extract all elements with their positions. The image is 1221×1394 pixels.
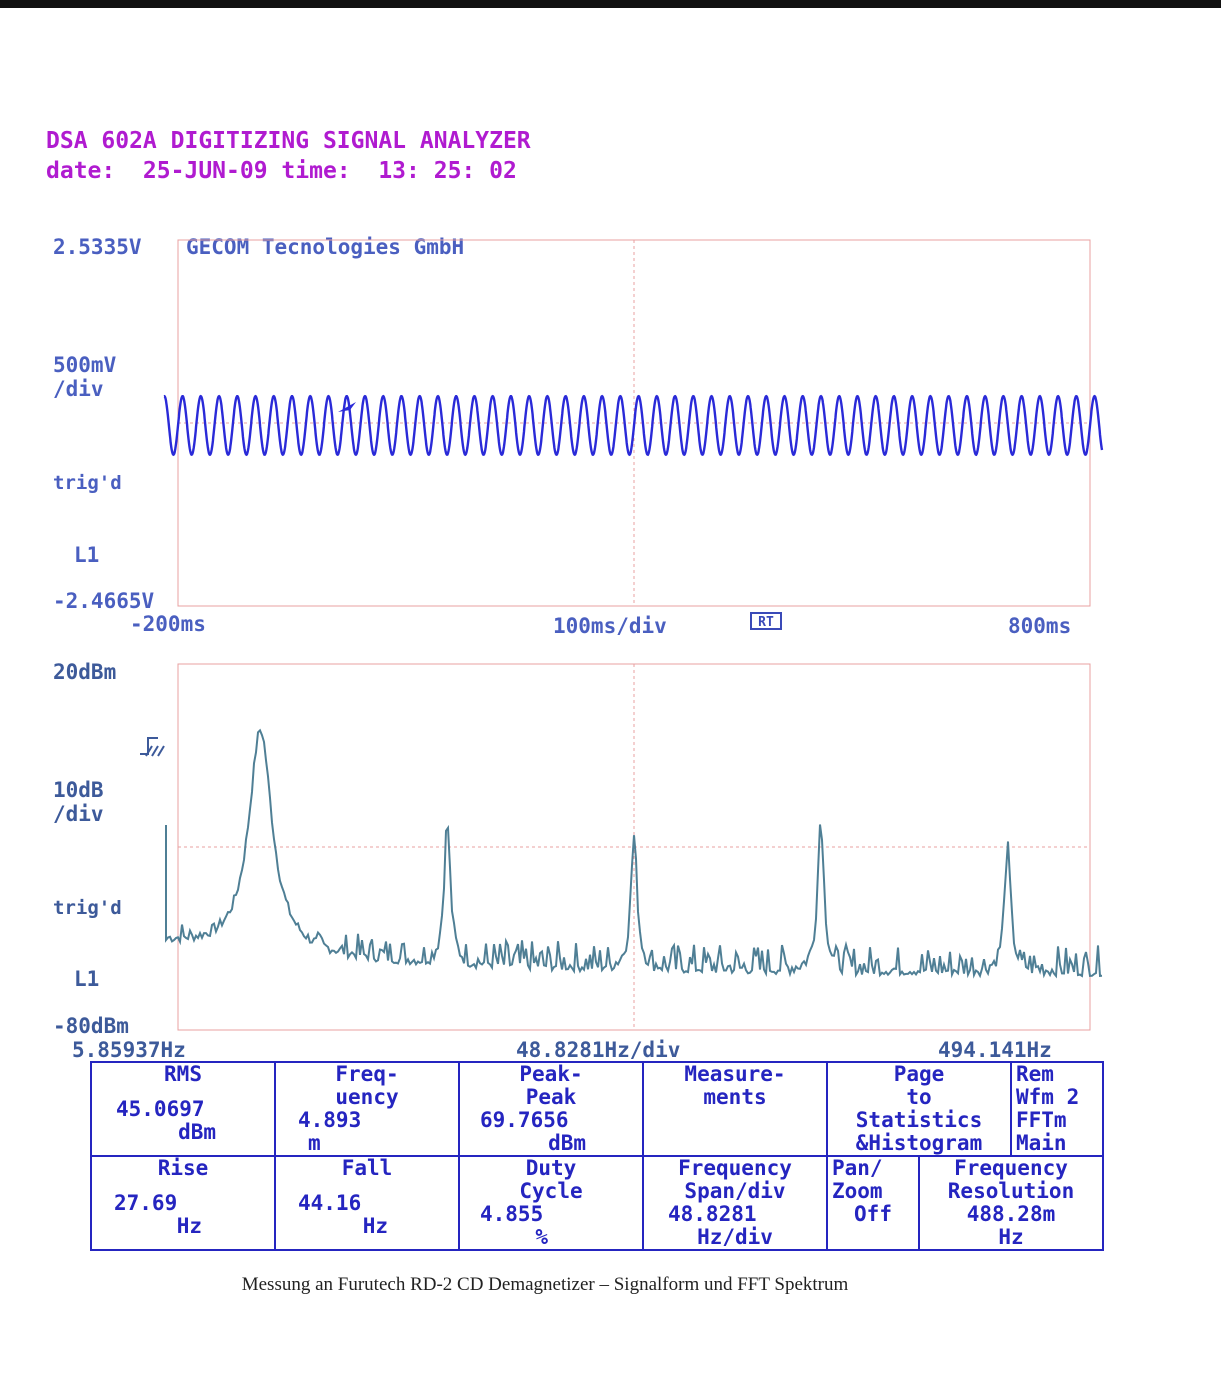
- duty-cycle-unit: %: [535, 1225, 548, 1249]
- pan-zoom-button[interactable]: Pan/ Zoom Off: [826, 1155, 920, 1251]
- rms-value: 45.0697: [116, 1097, 205, 1121]
- time-x-start: -200ms: [130, 612, 206, 636]
- fall-unit: Hz: [362, 1214, 388, 1238]
- trigger-arrow-icon: [338, 402, 356, 412]
- trigger-symbol-icon: [140, 737, 165, 757]
- frequency-cell[interactable]: Freq- uency 4.893 m: [274, 1061, 460, 1157]
- rms-cell[interactable]: RMS 45.0697 dBm: [90, 1061, 276, 1157]
- time-scale-label: 500mV /div: [53, 353, 117, 401]
- time-top-voltage: 2.5335V: [53, 235, 142, 259]
- peak-peak-label: Peak- Peak: [519, 1062, 583, 1109]
- fft-bottom-level: -80dBm: [53, 1014, 129, 1038]
- frequency-unit: m: [308, 1131, 321, 1155]
- figure-caption: Messung an Furutech RD-2 CD Demagnetizer…: [241, 1274, 849, 1295]
- frequency-resolution-cell[interactable]: Frequency Resolution 488.28m Hz: [918, 1155, 1104, 1251]
- fall-value: 44.16: [298, 1191, 362, 1215]
- time-x-end: 800ms: [1008, 614, 1072, 638]
- time-waveform-series: [163, 394, 1104, 457]
- rise-unit: Hz: [176, 1214, 202, 1238]
- peak-peak-cell[interactable]: Peak- Peak 69.7656 dBm: [458, 1061, 644, 1157]
- fall-label: Fall: [341, 1156, 393, 1180]
- company-name: GECOM Tecnologies GmbH: [186, 235, 465, 259]
- frequency-resolution-unit: Hz: [998, 1225, 1024, 1249]
- frequency-value: 4.893: [298, 1108, 362, 1132]
- date-time-line: date: 25-JUN-09 time: 13: 25: 02: [46, 158, 517, 184]
- measurements-button[interactable]: Measure- ments: [642, 1061, 828, 1157]
- fft-spectrum-series: [165, 728, 1103, 979]
- frequency-span-cell[interactable]: Frequency Span/div 48.8281 Hz/div: [642, 1155, 828, 1251]
- fft-x-div: 48.8281Hz/div: [516, 1038, 681, 1062]
- time-channel-label: L1: [74, 543, 100, 567]
- fall-cell[interactable]: Fall 44.16 Hz: [274, 1155, 460, 1251]
- rms-unit: dBm: [178, 1120, 216, 1144]
- time-trig-label: trig'd: [53, 472, 122, 494]
- fft-x-start: 5.85937Hz: [72, 1038, 186, 1062]
- frequency-label: Freq- uency: [335, 1062, 399, 1109]
- frequency-resolution-label: Frequency Resolution: [947, 1156, 1075, 1203]
- measurement-table: RMS 45.0697 dBm Freq- uency 4.893 m Peak- Pe…: [90, 1061, 1104, 1251]
- rise-cell[interactable]: Rise 27.69 Hz: [90, 1155, 276, 1251]
- fft-channel-label: L1: [74, 967, 100, 991]
- duty-cycle-cell[interactable]: Duty Cycle 4.855%: [458, 1155, 644, 1251]
- peak-peak-value: 69.7656: [480, 1108, 569, 1132]
- realtime-badge: RT: [750, 612, 782, 630]
- duty-cycle-value: 4.855: [480, 1202, 544, 1226]
- frequency-span-value: 48.8281: [668, 1202, 757, 1226]
- rise-value: 27.69: [114, 1191, 178, 1215]
- fft-scale-label: 10dB /div: [53, 778, 104, 826]
- time-bottom-voltage: -2.4665V: [53, 589, 155, 613]
- rise-label: Rise: [157, 1156, 209, 1180]
- pan-zoom-label: Pan/ Zoom: [832, 1156, 883, 1203]
- duty-cycle-label: Duty Cycle: [519, 1156, 583, 1203]
- scan-top-edge: [0, 0, 1221, 8]
- remove-waveform-button[interactable]: Rem Wfm 2 FFTm Main: [1010, 1061, 1104, 1157]
- fft-x-end: 494.141Hz: [938, 1038, 1052, 1062]
- frequency-resolution-value: 488.28m: [966, 1202, 1056, 1226]
- rms-label: RMS: [164, 1062, 202, 1086]
- time-x-div: 100ms/div: [553, 614, 667, 638]
- peak-peak-unit: dBm: [548, 1131, 586, 1155]
- pan-zoom-value: Off: [854, 1202, 892, 1226]
- fft-top-level: 20dBm: [53, 660, 117, 684]
- frequency-span-unit: Hz/div: [697, 1225, 773, 1249]
- fft-trig-label: trig'd: [53, 897, 122, 919]
- page-to-statistics-button[interactable]: Page to Statistics &Histogram: [826, 1061, 1012, 1157]
- instrument-title: DSA 602A DIGITIZING SIGNAL ANALYZER: [46, 128, 531, 154]
- frequency-span-label: Frequency Span/div: [678, 1156, 792, 1203]
